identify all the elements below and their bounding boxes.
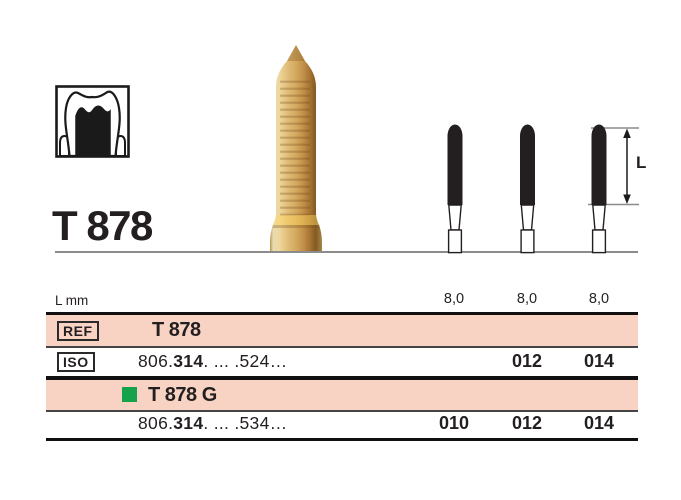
table-row-ref-g: T 878 G [46, 379, 638, 410]
crown-preparation-icon [55, 85, 130, 158]
size-cell: 012 [511, 412, 543, 433]
figure-baseline [55, 251, 638, 253]
iso-tag: ISO [57, 352, 95, 372]
bur-drawing-1 [447, 124, 463, 254]
size-cell: 014 [583, 412, 615, 433]
length-unit-label: L mm [55, 293, 89, 308]
iso-suffix: . ... .534… [203, 412, 288, 433]
iso-prefix: 806. [138, 351, 174, 371]
iso-prefix: 806. [138, 412, 174, 433]
page-title: T 878 [52, 202, 153, 249]
bur-drawing-3 [591, 124, 607, 254]
arrowhead-up-icon [623, 128, 631, 138]
length-value-3: 8,0 [588, 291, 610, 307]
coarse-grit-marker-icon [122, 386, 137, 402]
size-cell: 014 [583, 351, 615, 371]
row-divider-thick [46, 376, 638, 380]
row-divider [46, 409, 638, 412]
product-table: REF T 878 ISO 806.314. ... .524… 012 014… [46, 312, 638, 441]
iso-shank-code: 314 [173, 412, 204, 433]
table-row-iso-1: ISO 806.314. ... .524… 012 014 [46, 348, 638, 376]
table-row-ref: REF T 878 [46, 315, 638, 346]
bur-size-diagram [447, 124, 639, 254]
product-name-g: T 878 G [148, 383, 217, 406]
length-dimension-label: L [636, 153, 647, 172]
arrowhead-down-icon [623, 194, 631, 204]
gold-bur-photo [267, 43, 325, 253]
size-cell: 012 [511, 351, 543, 371]
gold-bur-image [270, 45, 322, 251]
product-name: T 878 [152, 319, 201, 341]
bur-drawing-2 [520, 124, 535, 254]
iso-number: 806.314. ... .524… [138, 351, 287, 372]
size-cell: 010 [438, 412, 470, 433]
length-value-2: 8,0 [516, 291, 538, 307]
length-value-1: 8,0 [443, 291, 465, 307]
iso-shank-code: 314 [173, 351, 204, 371]
table-row-iso-2: 806.314. ... .534… 010 012 014 [46, 411, 638, 438]
ref-tag: REF [57, 321, 99, 341]
tooth-icon [55, 85, 130, 158]
row-divider [46, 346, 638, 348]
iso-suffix: . ... .524… [203, 351, 288, 371]
iso-number: 806.314. ... .534… [138, 413, 287, 434]
